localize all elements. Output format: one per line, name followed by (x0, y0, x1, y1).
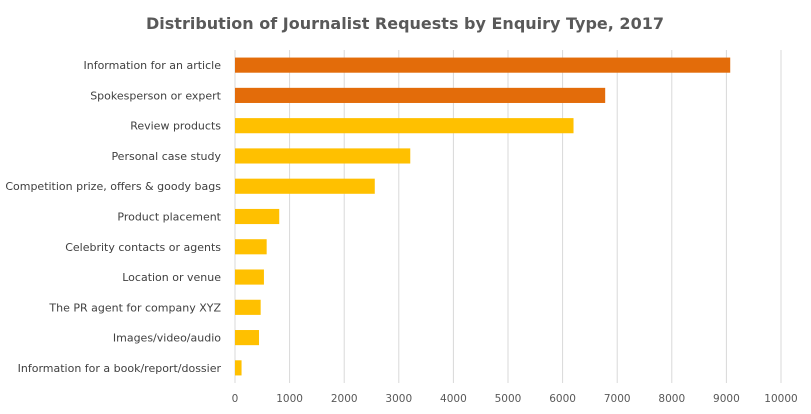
x-tick-label: 3000 (385, 393, 412, 405)
x-tick-label: 9000 (713, 393, 740, 405)
category-label: Information for an article (83, 59, 221, 72)
x-tick-label: 10000 (764, 393, 797, 405)
x-tick-label: 4000 (440, 393, 467, 405)
category-labels: Information for an article Spokesperson o… (5, 59, 221, 375)
chart-title: Distribution of Journalist Requests by E… (146, 14, 664, 33)
x-axis-tick-labels: 0 1000 2000 3000 4000 5000 6000 7000 8000 9000 100… (232, 393, 798, 405)
category-label: Information for a book/report/dossier (18, 362, 222, 375)
x-tick-label: 2000 (331, 393, 358, 405)
bar (235, 208, 280, 225)
category-label: Review products (130, 120, 221, 133)
x-tick-label: 6000 (549, 393, 576, 405)
category-label: Images/video/audio (113, 332, 221, 345)
category-label: Location or venue (122, 271, 221, 284)
bars (235, 57, 731, 376)
bar (235, 148, 411, 164)
x-tick-label: 1000 (276, 393, 303, 405)
category-label: Competition prize, offers & goody bags (5, 180, 221, 193)
bar (235, 118, 574, 134)
category-label: The PR agent for company XYZ (48, 301, 221, 314)
bar (235, 330, 260, 346)
x-tick-label: 7000 (604, 393, 631, 405)
bar (235, 299, 261, 315)
bar (235, 178, 375, 194)
category-label: Celebrity contacts or agents (65, 241, 221, 254)
gridlines (234, 50, 782, 383)
category-label: Product placement (117, 211, 221, 224)
category-label: Personal case study (111, 150, 221, 163)
x-tick-label: 8000 (658, 393, 685, 405)
bar (235, 239, 267, 255)
x-tick-label: 0 (232, 393, 239, 405)
bar (235, 57, 731, 73)
bar (235, 87, 606, 103)
category-label: Spokesperson or expert (90, 89, 221, 102)
bar (235, 360, 242, 376)
x-tick-label: 5000 (495, 393, 522, 405)
bar (235, 269, 264, 285)
